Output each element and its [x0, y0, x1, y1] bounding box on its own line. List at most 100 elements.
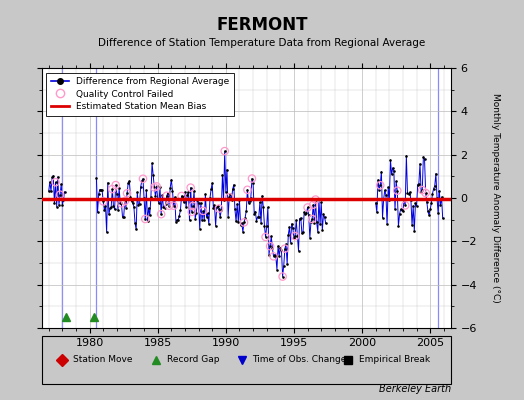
Point — [150, 184, 158, 190]
Point — [389, 165, 397, 171]
Point — [139, 176, 147, 182]
Point — [131, 220, 139, 226]
Point — [379, 196, 388, 202]
Point — [174, 217, 182, 223]
Text: Empirical Break: Empirical Break — [358, 356, 430, 364]
Point — [220, 196, 228, 203]
Point — [172, 218, 180, 225]
Point — [405, 191, 413, 197]
Point — [206, 195, 214, 202]
Point — [168, 188, 177, 194]
Point — [145, 205, 153, 211]
Point — [419, 154, 428, 160]
Point — [45, 188, 53, 194]
Point — [184, 188, 193, 195]
Point — [53, 174, 62, 180]
Point — [259, 204, 268, 210]
Point — [115, 185, 123, 191]
Point — [420, 156, 429, 162]
Point — [109, 202, 117, 209]
Point — [401, 202, 409, 208]
Point — [150, 184, 158, 190]
Point — [130, 204, 138, 210]
Point — [241, 214, 249, 221]
Point — [166, 184, 174, 191]
Point — [315, 196, 323, 202]
Point — [238, 228, 247, 235]
Point — [181, 189, 189, 195]
Point — [228, 186, 237, 192]
Point — [163, 190, 172, 196]
Point — [225, 194, 234, 200]
Point — [291, 233, 299, 239]
Point — [377, 168, 386, 175]
Point — [119, 214, 128, 220]
Text: Difference of Station Temperature Data from Regional Average: Difference of Station Temperature Data f… — [99, 38, 425, 48]
Point — [51, 179, 60, 185]
Point — [182, 204, 190, 210]
Point — [48, 174, 56, 180]
Point — [285, 224, 293, 230]
Point — [270, 251, 279, 258]
Point — [319, 211, 328, 218]
Point — [49, 172, 58, 179]
Point — [422, 198, 431, 205]
Point — [261, 234, 270, 240]
Point — [136, 184, 145, 190]
Point — [278, 273, 287, 280]
Point — [152, 183, 161, 190]
Point — [288, 221, 296, 227]
Point — [303, 204, 312, 211]
Point — [418, 187, 427, 193]
Point — [230, 182, 238, 188]
Point — [157, 211, 166, 217]
Point — [409, 203, 417, 209]
Point — [215, 205, 223, 212]
Point — [190, 187, 198, 194]
Point — [124, 180, 133, 186]
Point — [146, 212, 154, 219]
Point — [171, 194, 179, 200]
Point — [300, 209, 309, 215]
Point — [242, 208, 250, 214]
Point — [176, 207, 184, 214]
Point — [271, 253, 280, 260]
Point — [266, 243, 274, 250]
Point — [142, 187, 150, 193]
Point — [47, 188, 55, 194]
Point — [399, 207, 407, 214]
Point — [318, 227, 326, 234]
Point — [221, 148, 229, 154]
Point — [316, 221, 324, 228]
Point — [376, 182, 385, 188]
Point — [248, 175, 256, 182]
Point — [96, 186, 104, 193]
Point — [310, 220, 319, 227]
Point — [279, 262, 288, 269]
Point — [397, 206, 405, 212]
Point — [214, 202, 222, 209]
Point — [407, 197, 415, 203]
Point — [93, 209, 102, 216]
Point — [148, 160, 156, 166]
Point — [138, 178, 146, 184]
Point — [292, 217, 300, 224]
Point — [132, 226, 140, 233]
Point — [412, 203, 421, 209]
Point — [212, 223, 220, 229]
Point — [200, 217, 209, 224]
Point — [265, 251, 273, 258]
Point — [269, 253, 278, 260]
Point — [191, 216, 199, 222]
Point — [188, 209, 196, 215]
Point — [312, 219, 321, 226]
Point — [278, 273, 287, 280]
Point — [386, 157, 395, 163]
Point — [406, 189, 414, 195]
Point — [294, 248, 303, 254]
Point — [107, 204, 115, 210]
Point — [400, 196, 408, 203]
Point — [381, 192, 390, 198]
Point — [275, 252, 283, 259]
Point — [179, 194, 187, 200]
